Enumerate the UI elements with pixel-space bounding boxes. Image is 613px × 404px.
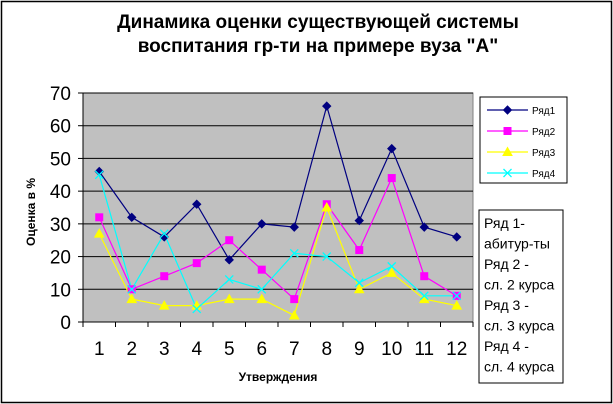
series-4-point-11 xyxy=(419,291,429,301)
series-3-point-9 xyxy=(353,283,365,294)
x-tick-label-11: 11 xyxy=(414,339,434,360)
annotation-line-6: сл. 3 курса xyxy=(484,318,555,334)
y-tick-label-60: 60 xyxy=(50,117,71,138)
chart-title-line-1: Динамика оценки существующей системы xyxy=(117,12,519,33)
series-4-point-3 xyxy=(159,229,169,239)
series-3-point-8 xyxy=(321,201,333,212)
x-axis-title: Утверждения xyxy=(239,370,318,384)
series-1-point-12 xyxy=(452,232,462,242)
legend-label-1: Ряд1 xyxy=(532,106,556,117)
series-line-3 xyxy=(98,205,457,317)
series-2-point-7 xyxy=(290,295,299,304)
series-4-point-5 xyxy=(224,275,234,284)
series-1-point-2 xyxy=(127,212,137,223)
series-4-point-2 xyxy=(127,284,137,294)
x-tick-label-2: 2 xyxy=(126,339,137,360)
series-3-point-2 xyxy=(126,293,138,304)
x-tick-label-4: 4 xyxy=(191,339,202,360)
x-tick-label-7: 7 xyxy=(289,339,300,360)
series-3-point-1 xyxy=(93,228,105,238)
series-1-point-7 xyxy=(289,222,299,232)
annotation-line-2: абитур-ты xyxy=(484,236,550,252)
series-4-point-9 xyxy=(354,278,364,288)
series-3-point-10 xyxy=(386,267,398,277)
x-tick-label-1: 1 xyxy=(94,339,105,360)
x-tick-label-5: 5 xyxy=(224,339,235,360)
series-4-point-1 xyxy=(94,170,104,180)
x-tick-label-6: 6 xyxy=(256,339,267,360)
series-4-point-7 xyxy=(289,248,299,258)
legend-box xyxy=(479,96,568,184)
x-tick-label-8: 8 xyxy=(321,339,332,360)
annotation-line-8: сл. 4 курса xyxy=(484,359,555,375)
series-4-point-6 xyxy=(257,284,267,294)
x-tick-label-10: 10 xyxy=(381,339,402,360)
x-tick-label-3: 3 xyxy=(159,339,170,360)
legend-label-2: Ряд2 xyxy=(532,127,556,138)
series-3-point-12 xyxy=(451,300,463,310)
y-tick-label-0: 0 xyxy=(60,313,71,334)
legend-marker-1 xyxy=(502,105,513,115)
annotation-line-4: сл. 2 курса xyxy=(484,277,555,293)
series-4-point-10 xyxy=(387,261,397,271)
series-line-2 xyxy=(98,176,458,301)
series-line-4 xyxy=(98,174,457,310)
legend-label-4: Ряд4 xyxy=(532,169,556,180)
series-2-point-6 xyxy=(257,265,266,274)
legend-marker-3 xyxy=(502,146,513,156)
y-tick-label-70: 70 xyxy=(50,84,71,105)
series-2-point-1 xyxy=(95,213,104,222)
series-4-point-12 xyxy=(452,291,462,301)
series-3-point-3 xyxy=(158,300,170,310)
series-1-point-8 xyxy=(322,101,332,111)
series-1-point-11 xyxy=(419,222,429,232)
series-4-point-4 xyxy=(192,304,202,314)
y-tick-label-30: 30 xyxy=(50,215,71,236)
legend-marker-4 xyxy=(503,168,512,178)
series-3-point-7 xyxy=(288,309,300,320)
series-3-point-6 xyxy=(256,293,268,304)
series-3-point-5 xyxy=(223,293,235,304)
annotation-line-5: Ряд 3 - xyxy=(484,297,529,313)
series-1-point-6 xyxy=(257,219,267,229)
series-line-1 xyxy=(98,103,457,261)
y-tick-label-50: 50 xyxy=(50,149,71,170)
series-2-point-9 xyxy=(355,246,364,255)
annotation-box xyxy=(478,209,564,384)
annotation-line-1: Ряд 1- xyxy=(484,215,525,231)
y-tick-label-40: 40 xyxy=(50,182,71,203)
series-4-point-8 xyxy=(322,252,332,262)
series-2-point-3 xyxy=(160,272,169,281)
annotation-line-7: Ряд 4 - xyxy=(484,338,529,354)
series-2-point-11 xyxy=(420,272,429,281)
series-1-point-5 xyxy=(224,255,234,265)
annotation-line-3: Ряд 2 - xyxy=(484,256,529,272)
x-tick-label-12: 12 xyxy=(446,339,467,360)
x-tick-label-9: 9 xyxy=(354,339,365,360)
series-2-point-10 xyxy=(387,174,396,183)
legend-label-3: Ряд3 xyxy=(532,148,556,159)
series-2-point-4 xyxy=(192,259,201,268)
series-2-point-5 xyxy=(225,236,234,245)
y-tick-label-20: 20 xyxy=(50,248,71,269)
series-1-point-9 xyxy=(354,215,364,226)
y-tick-label-10: 10 xyxy=(50,280,71,301)
y-axis-title: Оценка в % xyxy=(24,178,38,246)
series-1-point-10 xyxy=(387,143,397,154)
series-1-point-4 xyxy=(192,199,202,209)
legend-marker-2 xyxy=(503,127,512,135)
chart-title-line-2: воспитания гр-ти на примере вуза "А" xyxy=(138,36,498,57)
